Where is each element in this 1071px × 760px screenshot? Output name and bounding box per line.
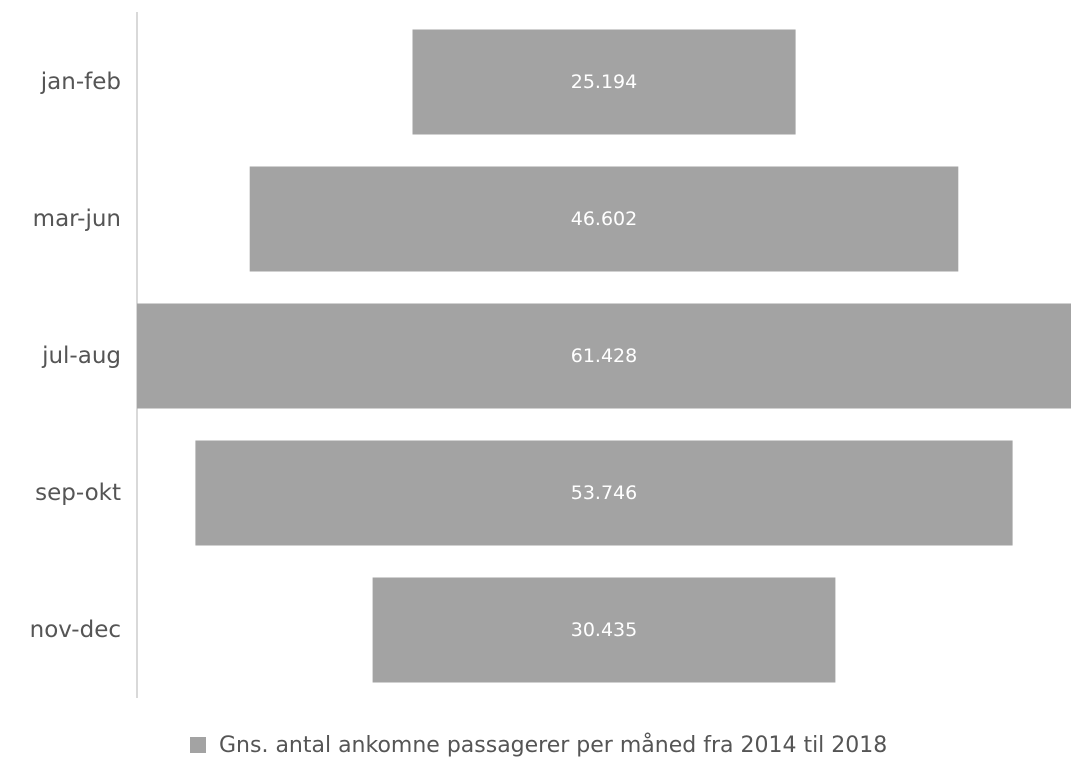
bar-jul-aug [137, 303, 1071, 409]
data-label-jan-feb: 25.194 [571, 71, 637, 93]
data-label-mar-jun: 46.602 [571, 208, 637, 230]
bar-sep-okt [195, 440, 1013, 546]
bar-jan-feb [412, 29, 796, 135]
value-labels-group: 25.194 46.602 61.428 53.746 30.435 [571, 71, 637, 641]
legend-label: Gns. antal ankomne passagerer per måned … [219, 732, 888, 758]
category-label-mar-jun: mar-jun [33, 206, 121, 232]
category-label-sep-okt: sep-okt [35, 480, 121, 506]
bars-group [137, 29, 1071, 683]
bar-mar-jun [249, 166, 959, 272]
data-label-jul-aug: 61.428 [571, 345, 637, 367]
data-label-nov-dec: 30.435 [571, 619, 637, 641]
data-label-sep-okt: 53.746 [571, 482, 637, 504]
category-label-jan-feb: jan-feb [40, 69, 121, 95]
category-label-nov-dec: nov-dec [30, 617, 121, 643]
legend-swatch [190, 737, 206, 753]
legend: Gns. antal ankomne passagerer per måned … [190, 730, 887, 760]
bar-nov-dec [372, 577, 836, 683]
category-labels-group: jan-feb mar-jun jul-aug sep-okt nov-dec [30, 69, 121, 643]
category-label-jul-aug: jul-aug [41, 343, 121, 369]
